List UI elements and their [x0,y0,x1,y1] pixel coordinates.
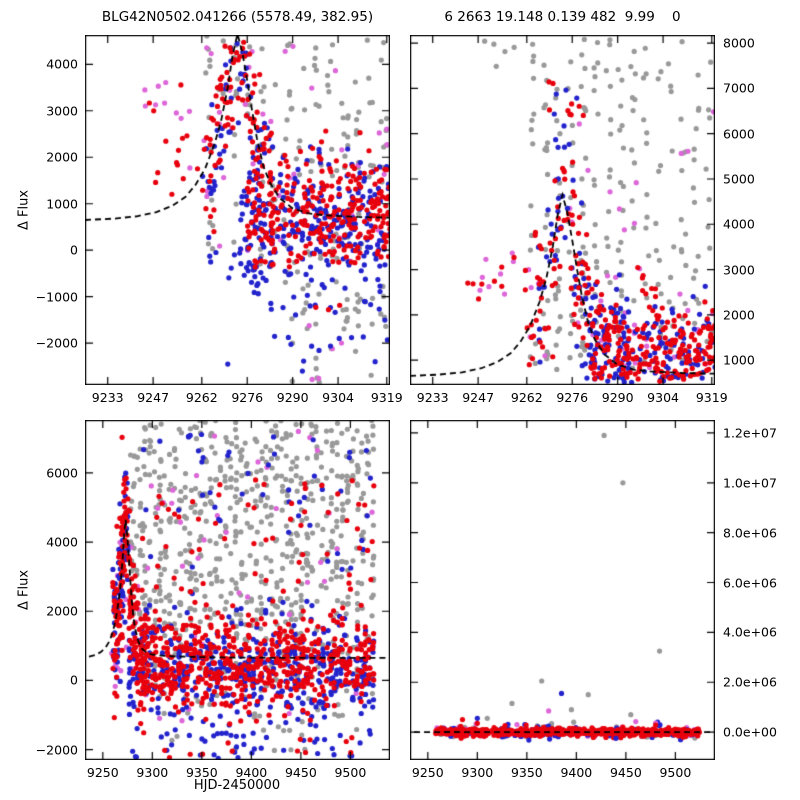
y-tick-label-bottom-right: 6.0e+06 [723,575,777,591]
y-tick-label-top-left: 1000 [46,196,78,212]
x-tick-label-top-right: 9319 [695,390,728,405]
y-tick-label-bottom-right: 1.0e+07 [723,475,777,491]
x-axis-label: HJD-2450000 [193,778,281,793]
x-tick-label-bottom-right: 9450 [609,765,642,780]
y-tick-label-bottom-right: 1.2e+07 [723,425,777,441]
y-tick-label-top-left: −2000 [35,335,78,351]
y-tick-label-bottom-left: 6000 [46,465,78,481]
y-tick-label-top-right: 5000 [723,171,755,187]
panel-top-left-plot [85,35,390,385]
x-tick-label-top-left: 9262 [185,390,218,405]
y-tick-label-top-right: 1000 [723,352,755,368]
y-tick-label-top-left: 4000 [46,56,78,72]
y-tick-label-top-left: 2000 [46,149,78,165]
x-tick-label-bottom-left: 9350 [185,765,218,780]
y-tick-label-top-right: 3000 [723,262,755,278]
x-tick-label-top-right: 9262 [510,390,543,405]
y-tick-label-bottom-left: 0 [70,672,78,688]
panel-top-left-title: BLG42N0502.041266 (5578.49, 382.95) [101,9,374,25]
y-tick-label-bottom-left: −2000 [35,742,78,758]
y-tick-label-top-right: 8000 [723,35,755,51]
y-axis-label-bottom: Δ Flux [16,569,32,611]
x-tick-label-bottom-left: 9500 [334,765,367,780]
y-tick-label-bottom-right: 4.0e+06 [723,624,777,640]
x-tick-label-bottom-left: 9450 [284,765,317,780]
panel-bottom-left-plot [85,420,390,760]
x-tick-label-top-left: 9319 [370,390,403,405]
y-tick-label-bottom-right: 8.0e+06 [723,525,777,541]
y-tick-label-top-left: 3000 [46,103,78,119]
y-tick-label-top-right: 2000 [723,307,755,323]
y-tick-label-top-left: −1000 [35,289,78,305]
x-tick-label-bottom-left: 9250 [86,765,119,780]
panel-bottom-right-plot [410,420,715,760]
x-tick-label-top-right: 9290 [601,390,634,405]
y-tick-label-top-right: 4000 [723,216,755,232]
x-tick-label-top-right: 9233 [416,390,449,405]
y-tick-label-bottom-left: 2000 [46,603,78,619]
x-tick-label-top-right: 9247 [462,390,495,405]
y-tick-label-bottom-right: 0.0e+00 [723,724,777,740]
y-tick-label-top-left: 0 [70,242,78,258]
x-tick-label-top-left: 9276 [231,390,264,405]
x-tick-label-top-left: 9233 [91,390,124,405]
x-tick-label-top-left: 9247 [137,390,170,405]
x-tick-label-top-left: 9290 [276,390,309,405]
panel-top-right-title: 6 2663 19.148 0.139 482 9.99 0 [444,9,681,25]
x-tick-label-bottom-right: 9400 [560,765,593,780]
x-tick-label-bottom-left: 9300 [136,765,169,780]
x-tick-label-top-right: 9276 [556,390,589,405]
x-tick-label-bottom-right: 9350 [510,765,543,780]
x-tick-label-top-right: 9304 [647,390,679,405]
y-tick-label-bottom-left: 4000 [46,534,78,550]
y-tick-label-bottom-right: 2.0e+06 [723,674,777,690]
panel-top-right-plot [410,35,715,385]
x-tick-label-bottom-left: 9400 [235,765,268,780]
x-tick-label-top-left: 9304 [322,390,354,405]
x-tick-label-bottom-right: 9250 [411,765,444,780]
x-tick-label-bottom-right: 9300 [461,765,494,780]
y-tick-label-top-right: 7000 [723,80,755,96]
y-tick-label-top-right: 6000 [723,126,755,142]
y-axis-label-top: Δ Flux [16,189,32,231]
x-tick-label-bottom-right: 9500 [659,765,692,780]
